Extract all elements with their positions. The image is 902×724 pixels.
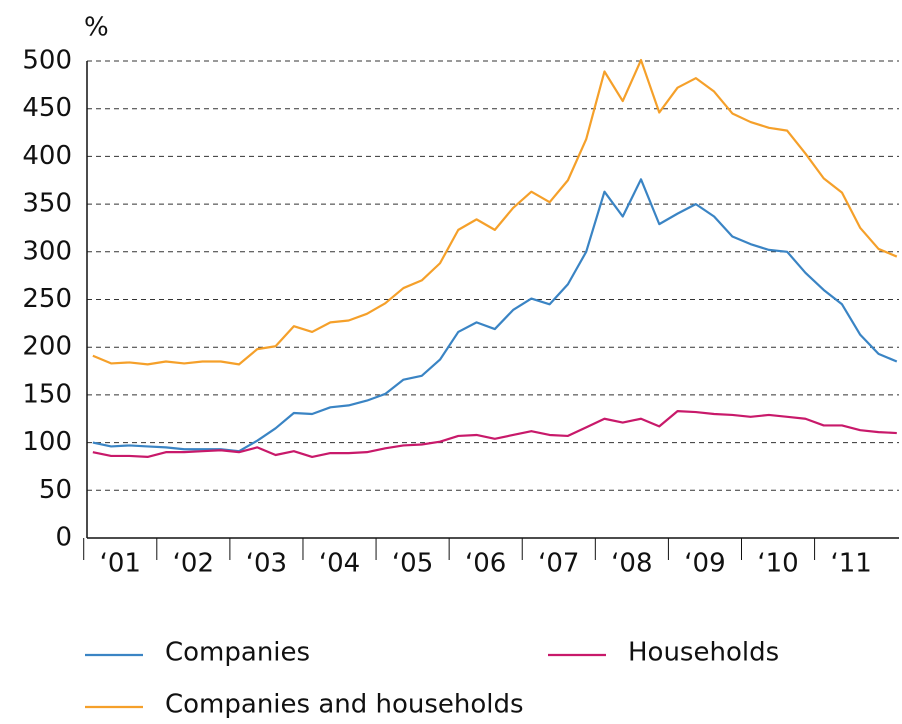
y-tick-label: 350 — [22, 189, 72, 219]
y-tick-label: 300 — [22, 236, 72, 266]
x-tick-label: ‘06 — [465, 549, 506, 579]
y-tick-label: 400 — [22, 141, 72, 171]
y-tick-label: 200 — [22, 332, 72, 362]
y-tick-label: 0 — [55, 523, 72, 553]
x-tick-label: ‘09 — [684, 549, 725, 579]
x-tick-label: ‘01 — [100, 549, 141, 579]
x-tick-label: ‘10 — [757, 549, 798, 579]
x-tick-label: ‘03 — [246, 549, 287, 579]
x-tick-label: ‘08 — [611, 549, 652, 579]
series-line — [92, 410, 897, 459]
x-tick-label: ‘02 — [173, 549, 214, 579]
legend-label: Companies and households — [165, 690, 524, 720]
legend-label: Companies — [165, 638, 310, 668]
legend-label: Households — [628, 638, 779, 668]
x-tick-label: ‘07 — [538, 549, 579, 579]
y-tick-label: 100 — [22, 427, 72, 457]
y-tick-label: 50 — [39, 475, 72, 505]
y-tick-label: 150 — [22, 379, 72, 409]
y-tick-label: 250 — [22, 284, 72, 314]
x-tick-label: ‘04 — [319, 549, 360, 579]
series-line — [92, 58, 898, 366]
y-axis-label: % — [84, 13, 109, 43]
x-tick-label: ‘11 — [830, 549, 871, 579]
y-tick-label: 450 — [22, 93, 72, 123]
series-line — [92, 178, 898, 453]
y-tick-label: 500 — [22, 46, 72, 76]
x-tick-label: ‘05 — [392, 549, 433, 579]
